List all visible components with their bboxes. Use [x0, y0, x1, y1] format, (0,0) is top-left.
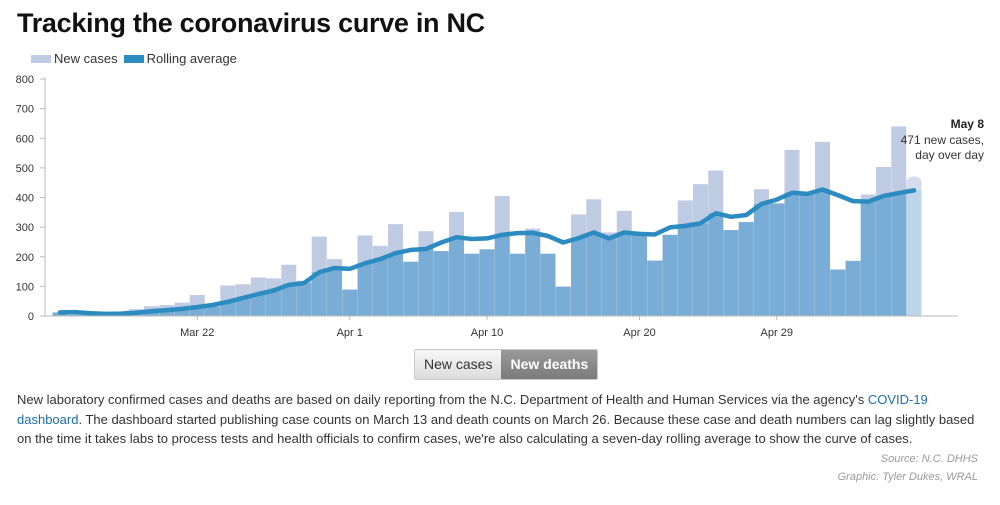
rolling-overlap-bar [784, 192, 800, 316]
rolling-overlap-bar [769, 203, 785, 316]
annotation: May 8 471 new cases,day over day [901, 117, 985, 162]
source-line: Source: N.C. DHHS [880, 453, 978, 465]
legend-rolling-label: Rolling average [146, 51, 237, 66]
rolling-overlap-bar [449, 237, 464, 316]
rolling-overlap-bar [205, 306, 220, 316]
y-tick-label: 700 [16, 104, 34, 116]
rolling-overlap-bar [662, 234, 678, 316]
rolling-overlap-bar [250, 294, 266, 316]
rolling-overlap-bar [677, 225, 693, 316]
rolling-overlap-bar [891, 193, 907, 316]
y-tick-label: 0 [28, 311, 34, 323]
rolling-overlap-bar [296, 283, 312, 316]
rolling-overlap-bar [555, 286, 571, 316]
y-tick-label: 400 [16, 193, 34, 205]
covid-dashboard-link[interactable]: COVID-19 dashboard [17, 392, 928, 427]
rolling-overlap-bar [525, 232, 541, 316]
description-part1: New laboratory confirmed cases and death… [17, 392, 868, 407]
rolling-overlap-bar [189, 307, 205, 316]
legend: New cases Rolling average [31, 51, 243, 66]
rolling-overlap-bar [876, 196, 891, 316]
rolling-overlap-bar [327, 268, 342, 316]
y-tick-label: 800 [16, 74, 34, 86]
rolling-overlap-bar [708, 213, 724, 316]
y-tick-label: 300 [16, 222, 34, 234]
rolling-overlap-bar [860, 201, 876, 316]
rolling-overlap-bar [235, 297, 251, 316]
rolling-overlap-bar [845, 260, 861, 316]
rolling-overlap-bar [342, 289, 358, 316]
rolling-overlap-bar [174, 308, 190, 316]
rolling-overlap-bar [540, 253, 556, 316]
new-cases-button[interactable]: New cases [415, 350, 502, 379]
rolling-overlap-bar [693, 223, 708, 316]
x-tick-label: Apr 20 [623, 327, 655, 339]
y-tick-label: 200 [16, 252, 34, 264]
rolling-overlap-bar [754, 204, 769, 316]
rolling-overlap-bar [815, 189, 830, 316]
rolling-overlap-bar [418, 249, 434, 316]
rolling-overlap-bar [281, 284, 297, 316]
rolling-overlap-bar [403, 261, 419, 316]
rolling-overlap-bar [723, 230, 739, 316]
metric-toggle: New cases New deaths [414, 349, 599, 380]
source-credits: Source: N.C. DHHS Graphic: Tyler Dukes, … [838, 450, 978, 486]
rolling-overlap-bar [433, 251, 449, 316]
annotation-line1: 471 new cases, [901, 133, 984, 147]
rolling-overlap-bar [266, 290, 281, 316]
description-part2: . The dashboard started publishing case … [17, 411, 975, 447]
rolling-overlap-bar [647, 260, 663, 316]
x-tick-label: Apr 29 [761, 327, 793, 339]
rolling-overlap-bar [479, 249, 495, 316]
rolling-overlap-bar [388, 253, 403, 316]
rolling-overlap-bar [67, 314, 83, 316]
x-axis: Mar 22 Apr 1 Apr 10 Apr 20 Apr 29 [45, 315, 958, 339]
rolling-overlap-bar [632, 233, 647, 316]
rolling-overlap-bar [144, 311, 159, 316]
rolling-overlap-bar [510, 253, 525, 316]
x-tick-label: Apr 10 [471, 327, 503, 339]
rolling-overlap-bar [464, 253, 480, 316]
x-tick-label: Mar 22 [180, 327, 214, 339]
rolling-overlap-bar [586, 232, 602, 316]
x-tick-label: Apr 1 [337, 327, 363, 339]
bars [52, 126, 922, 317]
rolling-overlap-bar [799, 193, 815, 316]
rolling-overlap-bar [571, 238, 586, 316]
y-tick-label: 600 [16, 133, 34, 145]
rolling-overlap-bar [357, 263, 373, 316]
graphic-credit: Graphic: Tyler Dukes, WRAL [837, 471, 978, 483]
description: New laboratory confirmed cases and death… [17, 390, 982, 449]
rolling-overlap-bar [738, 222, 754, 316]
rolling-overlap-bar [601, 238, 617, 316]
y-tick-label: 100 [16, 281, 34, 293]
rolling-overlap-bar [830, 269, 846, 316]
chart-title: Tracking the coronavirus curve in NC [17, 8, 485, 38]
rolling-overlap-bar [159, 310, 175, 316]
legend-rolling-average[interactable]: Rolling average [123, 51, 237, 66]
rolling-overlap-bar [220, 301, 236, 316]
legend-new-cases-label: New cases [54, 51, 118, 66]
y-tick-label: 500 [16, 163, 34, 175]
rolling-average-line [57, 187, 917, 317]
y-axis: 0 100 200 300 400 500 600 700 800 [16, 74, 46, 323]
new-deaths-button[interactable]: New deaths [501, 350, 598, 379]
legend-new-cases-swatch [31, 54, 51, 63]
annotation-line2: day over day [915, 148, 984, 162]
chart-area: 0 100 200 300 400 500 600 700 800 Mar 22 Apr 1 Apr… [16, 74, 985, 339]
rolling-overlap-bar [372, 259, 388, 316]
annotation-date: May 8 [951, 117, 985, 131]
legend-new-cases[interactable]: New cases [31, 51, 118, 66]
rolling-overlap-bar [311, 272, 327, 316]
rolling-overlap-bar [494, 234, 510, 316]
rolling-overlap-bar [616, 232, 632, 316]
legend-rolling-swatch [123, 54, 144, 63]
rolling-overlap-bar [906, 190, 922, 316]
